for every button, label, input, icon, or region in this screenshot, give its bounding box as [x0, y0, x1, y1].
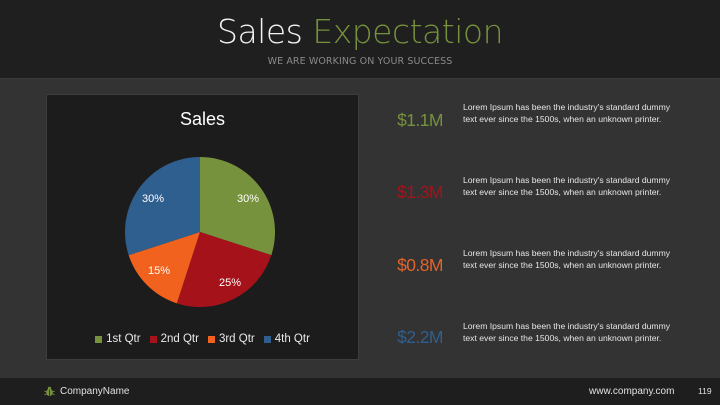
stat-value-q3: $0.8M	[397, 255, 443, 275]
pie-graphic	[125, 157, 275, 307]
sales-pie-chart: Sales 30% 25% 15% 30% 1st Qtr 2nd Qtr 3r…	[46, 94, 359, 360]
legend-swatch	[207, 335, 215, 343]
stat-description-q1: Lorem Ipsum has been the industry's stan…	[463, 102, 671, 125]
chart-legend: 1st Qtr 2nd Qtr 3rd Qtr 4th Qtr	[47, 333, 358, 345]
bug-icon	[44, 386, 55, 397]
pie-label-4th-qtr: 30%	[142, 193, 165, 205]
legend-item-2nd-qtr: 2nd Qtr	[149, 333, 199, 345]
title-part-sales: Sales	[217, 12, 303, 51]
stat-description-q3: Lorem Ipsum has been the industry's stan…	[463, 248, 671, 271]
pie-slice-1st-qtr	[200, 157, 275, 256]
stat-value-q1: $1.1M	[397, 110, 443, 130]
legend-label: 1st Qtr	[106, 333, 141, 345]
stat-description-q4: Lorem Ipsum has been the industry's stan…	[463, 321, 671, 344]
page-title: Sales Expectation	[0, 10, 720, 54]
stat-value-q4: $2.2M	[397, 327, 443, 347]
pie-slice-4th-qtr	[125, 157, 200, 256]
legend-item-1st-qtr: 1st Qtr	[95, 333, 141, 345]
legend-label: 4th Qtr	[274, 333, 310, 345]
slide-footer: CompanyName www.company.com 119	[0, 378, 720, 405]
pie-label-2nd-qtr: 25%	[219, 277, 242, 289]
company-url[interactable]: www.company.com	[589, 386, 675, 397]
pie-slice-3rd-qtr	[128, 232, 200, 304]
title-part-expectation: Expectation	[312, 12, 503, 51]
legend-label: 2nd Qtr	[160, 333, 199, 345]
slide-header: Sales Expectation WE ARE WORKING ON YOUR…	[0, 0, 720, 79]
legend-item-3rd-qtr: 3rd Qtr	[207, 333, 255, 345]
pie-label-3rd-qtr: 15%	[148, 265, 171, 277]
legend-swatch	[149, 335, 157, 343]
stat-value-q2: $1.3M	[397, 182, 443, 202]
pie-slice-2nd-qtr	[176, 232, 272, 307]
legend-label: 3rd Qtr	[218, 333, 255, 345]
legend-swatch	[95, 335, 103, 343]
page-subtitle: WE ARE WORKING ON YOUR SUCCESS	[267, 56, 453, 67]
page-number: 119	[698, 386, 712, 396]
pie-label-1st-qtr: 30%	[237, 193, 260, 205]
legend-item-4th-qtr: 4th Qtr	[263, 333, 310, 345]
stat-description-q2: Lorem Ipsum has been the industry's stan…	[463, 175, 671, 198]
chart-title: Sales	[179, 109, 226, 129]
legend-swatch	[263, 335, 271, 343]
company-name: CompanyName	[60, 386, 130, 397]
